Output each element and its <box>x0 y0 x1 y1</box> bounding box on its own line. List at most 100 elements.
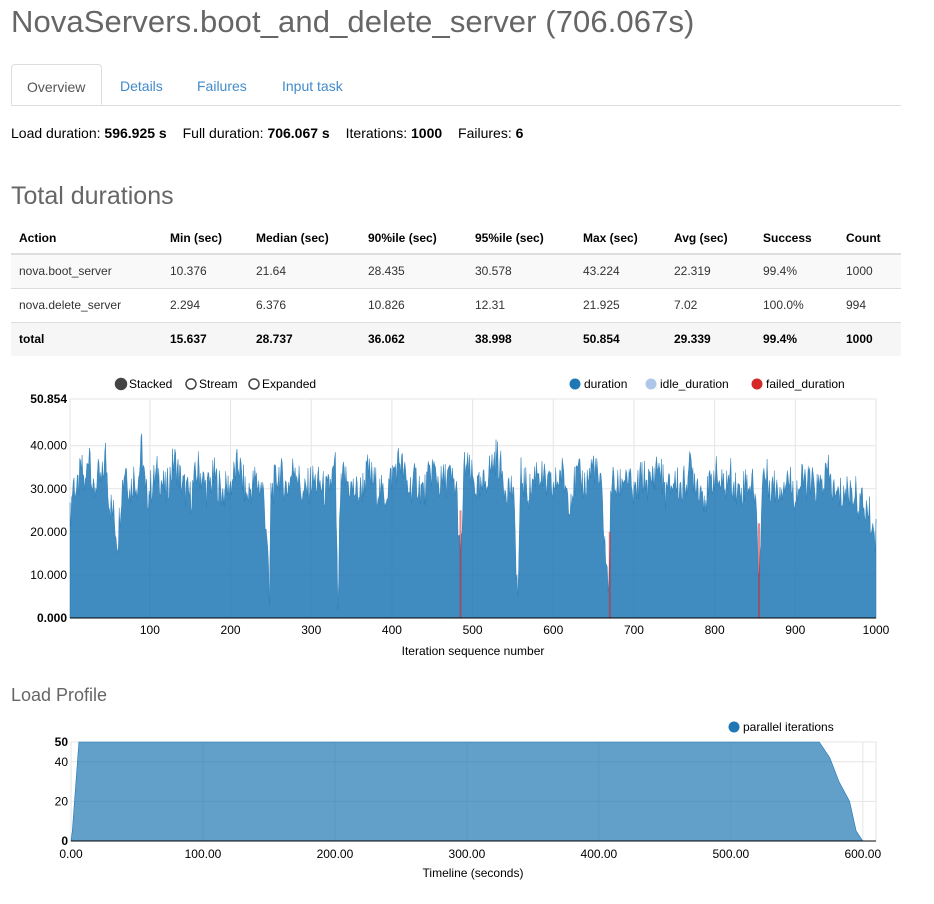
table-cell: 2.294 <box>162 287 248 322</box>
table-cell: 7.02 <box>666 287 755 322</box>
parallel-iterations-area <box>70 741 864 842</box>
total-durations-table: Action Min (sec) Median (sec) 90%ile (se… <box>11 222 901 356</box>
mode-stacked[interactable]: Stacked <box>114 377 173 391</box>
failed-duration-mark <box>459 510 462 618</box>
column-header[interactable]: Avg (sec) <box>666 222 755 255</box>
column-header[interactable]: Median (sec) <box>248 222 360 255</box>
table-cell: 99.4% <box>755 321 838 356</box>
failed-duration-mark <box>758 523 761 618</box>
table-cell: 10.826 <box>360 287 467 322</box>
table-cell: 10.376 <box>162 253 248 288</box>
legend-swatch[interactable] <box>645 378 657 390</box>
table-cell: 1000 <box>838 321 901 356</box>
table-cell: nova.boot_server <box>11 253 162 288</box>
legend-label: duration <box>584 377 627 391</box>
plot-area: 0.00 100.00 200.00 300.00 400.00 500.00 600.00… <box>55 735 882 861</box>
x-tick-label: 400 <box>382 623 402 637</box>
mode-expanded[interactable]: Expanded <box>248 377 316 391</box>
full-duration-value: 706.067 s <box>267 125 330 141</box>
x-tick-label: 100 <box>140 623 160 637</box>
duration-chart: Stacked Stream Expanded duration idle_du… <box>30 377 889 658</box>
table-cell: 28.435 <box>360 253 467 288</box>
mode-label: Expanded <box>262 377 316 391</box>
column-header[interactable]: 90%ile (sec) <box>360 222 467 255</box>
page-title: NovaServers.boot_and_delete_server (706.… <box>11 4 695 39</box>
table-cell: 15.637 <box>162 321 248 356</box>
iterations-value: 1000 <box>411 125 443 141</box>
run-summary: Load duration: 596.925 s Full duration: … <box>11 125 523 141</box>
column-header[interactable]: Success <box>755 222 838 255</box>
tab-bar: Overview Details Failures Input task <box>11 64 901 106</box>
table-cell: nova.delete_server <box>11 287 162 322</box>
y-tick-label: 0.000 <box>37 611 67 625</box>
legend-swatch[interactable] <box>728 721 740 733</box>
column-header[interactable]: Count <box>838 222 901 255</box>
plot-area: 100 200 300 400 500 600 700 800 900 1000 0.000 10.0… <box>30 392 889 637</box>
chart-legend: duration idle_duration failed_duration <box>569 377 845 391</box>
table-cell: 43.224 <box>575 253 666 288</box>
tab-overview[interactable]: Overview <box>11 64 102 105</box>
x-tick-label: 800 <box>705 623 725 637</box>
column-header[interactable]: Action <box>11 222 162 255</box>
legend-parallel-iterations[interactable]: parallel iterations <box>728 720 834 734</box>
load-profile-heading: Load Profile <box>11 685 108 705</box>
y-tick-label: 40.000 <box>30 439 67 453</box>
legend-duration[interactable]: duration <box>569 377 628 391</box>
failures-value: 6 <box>515 125 524 141</box>
table-cell: 38.998 <box>467 321 575 356</box>
iterations-label: Iterations: <box>345 125 408 141</box>
table-cell: 28.737 <box>248 321 360 356</box>
x-tick-label: 900 <box>785 623 805 637</box>
y-tick-label: 20 <box>55 794 69 808</box>
x-tick-label: 300 <box>301 623 321 637</box>
x-tick-label: 500.00 <box>712 847 749 861</box>
y-tick-label: 20.000 <box>30 525 67 539</box>
load-duration-label: Load duration: <box>11 125 101 141</box>
legend-swatch[interactable] <box>751 378 763 390</box>
failed-duration-mark <box>608 531 611 618</box>
x-tick-label: 300.00 <box>449 847 486 861</box>
table-cell: 1000 <box>838 253 901 288</box>
column-header[interactable]: Max (sec) <box>575 222 666 255</box>
table-cell: 50.854 <box>575 321 666 356</box>
x-tick-label: 700 <box>624 623 644 637</box>
y-tick-label: 50.854 <box>30 392 67 406</box>
tab-input-task[interactable]: Input task <box>282 78 343 94</box>
radio-icon[interactable] <box>248 378 260 390</box>
legend-label: idle_duration <box>660 377 729 391</box>
x-tick-label: 500 <box>463 623 483 637</box>
mode-stream[interactable]: Stream <box>185 377 238 391</box>
y-tick-label: 0 <box>61 834 68 848</box>
radio-icon[interactable] <box>114 377 128 391</box>
legend-swatch[interactable] <box>569 378 581 390</box>
duration-area <box>69 433 877 619</box>
tab-details[interactable]: Details <box>120 78 163 94</box>
load-duration-value: 596.925 s <box>104 125 167 141</box>
table-cell: 21.64 <box>248 253 360 288</box>
x-tick-label: 0.00 <box>59 847 83 861</box>
table-row: nova.boot_server 10.376 21.64 28.435 30.… <box>11 253 901 288</box>
x-axis-label: Iteration sequence number <box>402 644 545 658</box>
y-tick-label: 50 <box>55 735 69 749</box>
tab-failures[interactable]: Failures <box>197 78 247 94</box>
legend-idle-duration[interactable]: idle_duration <box>645 377 729 391</box>
x-tick-label: 200 <box>221 623 241 637</box>
x-tick-label: 1000 <box>863 623 890 637</box>
legend-failed-duration[interactable]: failed_duration <box>751 377 845 391</box>
table-cell: 994 <box>838 287 901 322</box>
x-axis-label: Timeline (seconds) <box>423 866 524 880</box>
x-tick-label: 100.00 <box>185 847 222 861</box>
total-durations-heading: Total durations <box>11 182 174 210</box>
radio-icon[interactable] <box>185 378 197 390</box>
mode-label: Stacked <box>129 377 172 391</box>
chart-mode-controls: Stacked Stream Expanded <box>114 377 316 391</box>
table-cell: 6.376 <box>248 287 360 322</box>
x-tick-label: 200.00 <box>317 847 354 861</box>
mode-label: Stream <box>199 377 238 391</box>
table-header-row: Action Min (sec) Median (sec) 90%ile (se… <box>11 222 901 255</box>
legend-label: parallel iterations <box>743 720 834 734</box>
table-row: nova.delete_server 2.294 6.376 10.826 12… <box>11 287 901 322</box>
column-header[interactable]: Min (sec) <box>162 222 248 255</box>
table-cell: 21.925 <box>575 287 666 322</box>
column-header[interactable]: 95%ile (sec) <box>467 222 575 255</box>
